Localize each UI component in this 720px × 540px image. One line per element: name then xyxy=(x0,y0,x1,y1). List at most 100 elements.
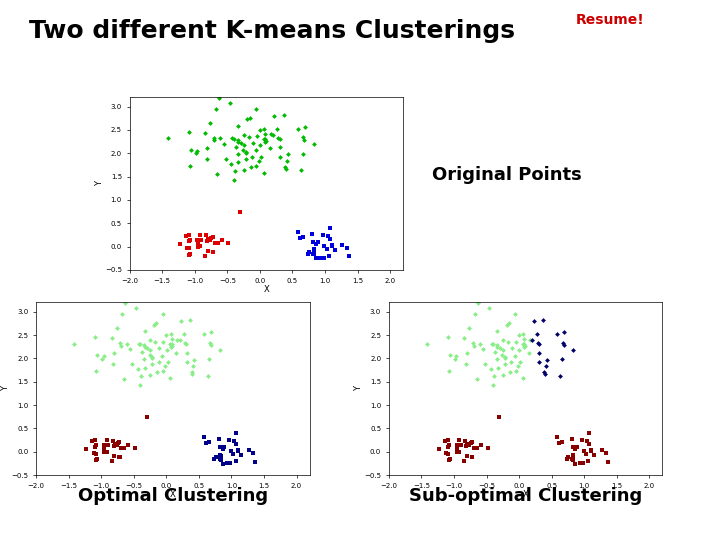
Point xyxy=(112,439,124,448)
Point xyxy=(207,233,218,241)
Point xyxy=(243,446,255,455)
Point xyxy=(192,242,204,251)
Point xyxy=(183,231,194,239)
Point xyxy=(480,360,491,368)
Point xyxy=(455,441,467,449)
Point xyxy=(421,339,433,348)
Point xyxy=(220,154,232,163)
Point xyxy=(121,339,132,348)
Point xyxy=(171,335,183,344)
Point xyxy=(133,339,145,348)
Point xyxy=(472,443,483,452)
Point xyxy=(324,224,336,232)
Point xyxy=(136,348,148,356)
Point xyxy=(519,341,531,350)
Point xyxy=(467,453,478,462)
Point xyxy=(166,340,177,349)
Point xyxy=(106,334,117,342)
Point xyxy=(451,448,463,456)
Point xyxy=(307,230,318,238)
Point xyxy=(202,371,213,380)
Point xyxy=(118,375,130,383)
Point xyxy=(221,458,233,467)
Point xyxy=(230,429,242,437)
Point xyxy=(552,433,563,442)
Point xyxy=(199,129,211,137)
Point xyxy=(308,250,320,259)
Point xyxy=(107,436,118,445)
Point xyxy=(233,150,244,158)
Point xyxy=(157,310,168,319)
Point xyxy=(310,240,322,248)
Point xyxy=(192,147,203,156)
Point xyxy=(562,453,574,461)
Point xyxy=(477,345,489,353)
Point xyxy=(228,450,239,458)
Y-axis label: Y: Y xyxy=(94,181,104,186)
Point xyxy=(506,343,518,352)
Point xyxy=(215,455,226,464)
Point xyxy=(190,149,202,158)
Point xyxy=(188,362,199,370)
Point xyxy=(503,338,514,347)
Point xyxy=(80,444,91,453)
Point xyxy=(160,362,171,370)
Point xyxy=(274,153,286,161)
Point xyxy=(230,143,241,151)
Point xyxy=(208,455,220,463)
Point xyxy=(218,443,230,451)
Point xyxy=(509,351,521,360)
X-axis label: X: X xyxy=(523,490,528,499)
Point xyxy=(269,112,280,120)
Point xyxy=(229,167,240,176)
Point xyxy=(179,339,191,347)
Point xyxy=(150,319,162,327)
Point xyxy=(184,251,195,259)
Point xyxy=(554,371,566,380)
Point xyxy=(185,146,197,154)
Point xyxy=(214,454,225,463)
Point xyxy=(324,235,336,244)
Point xyxy=(570,445,581,454)
Point xyxy=(439,437,451,446)
Point xyxy=(518,343,529,352)
Point xyxy=(135,381,146,389)
Point xyxy=(274,143,286,152)
Point xyxy=(518,329,529,338)
Point xyxy=(114,453,125,462)
Point xyxy=(205,340,217,349)
Point xyxy=(164,340,176,348)
Point xyxy=(102,441,114,449)
Point xyxy=(274,134,286,143)
Point xyxy=(223,436,235,444)
Point xyxy=(567,451,579,460)
Point xyxy=(240,147,252,156)
Point xyxy=(567,345,579,354)
Point xyxy=(557,354,568,363)
Point xyxy=(166,341,178,350)
Point xyxy=(541,362,552,370)
Point xyxy=(539,368,550,376)
Point xyxy=(202,234,214,243)
Point xyxy=(213,93,225,102)
Point xyxy=(472,299,484,307)
Point xyxy=(240,149,251,158)
Point xyxy=(205,328,217,336)
Point xyxy=(181,340,192,348)
Point xyxy=(297,133,309,142)
Point xyxy=(215,134,226,143)
Point xyxy=(518,374,529,382)
Point xyxy=(466,438,477,447)
Point xyxy=(501,320,513,329)
Point xyxy=(282,150,294,159)
Point xyxy=(461,442,472,450)
Point xyxy=(534,340,545,348)
Point xyxy=(464,441,475,449)
Point xyxy=(214,443,225,451)
Point xyxy=(235,138,246,147)
Point xyxy=(120,299,131,307)
Point xyxy=(192,240,204,248)
Point xyxy=(153,343,165,352)
Point xyxy=(122,441,134,449)
Point xyxy=(499,360,510,368)
